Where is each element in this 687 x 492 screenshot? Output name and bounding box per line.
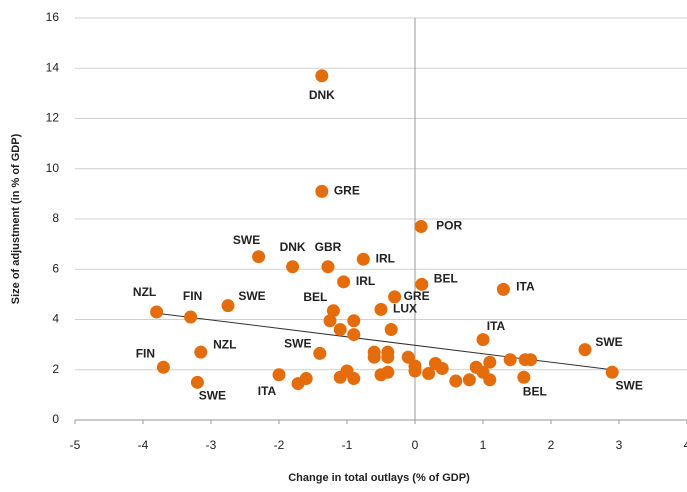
point-label: NZL (133, 285, 156, 299)
point-label: GBR (315, 240, 342, 254)
point-label: BEL (523, 384, 547, 398)
point-label: ITA (516, 280, 535, 294)
point-label: SWE (233, 233, 260, 247)
x-tick-label: -5 (70, 438, 81, 452)
y-tick-label: 14 (46, 60, 60, 74)
point (190, 375, 204, 389)
point (483, 373, 497, 387)
x-tick-label: -1 (342, 438, 353, 452)
point (326, 304, 340, 318)
point-label: SWE (199, 388, 226, 402)
point (408, 364, 422, 378)
point (321, 260, 335, 274)
point (367, 350, 381, 364)
point (384, 323, 398, 337)
point (476, 333, 490, 347)
point (315, 69, 329, 83)
x-axis-title: Change in total outlays (% of GDP) (288, 472, 470, 484)
point (323, 314, 337, 328)
point (483, 355, 497, 369)
point-label: IRL (356, 274, 375, 288)
point (449, 374, 463, 388)
point-label: DNK (309, 88, 335, 102)
point (524, 353, 538, 367)
x-tick-label: 2 (548, 438, 555, 452)
x-tick-label: 1 (480, 438, 487, 452)
y-tick-label: 10 (46, 161, 60, 175)
point (184, 310, 198, 324)
point (347, 314, 361, 328)
point (517, 370, 531, 384)
point-label: SWE (284, 337, 311, 351)
point-label: FIN (136, 346, 155, 360)
x-tick-label: -4 (138, 438, 149, 452)
point (156, 360, 170, 374)
point-label: LUX (393, 302, 417, 316)
x-tick-label: -2 (274, 438, 285, 452)
point-label: SWE (238, 289, 265, 303)
point (503, 353, 517, 367)
x-tick-label: -3 (206, 438, 217, 452)
y-tick-label: 2 (52, 362, 59, 376)
point (605, 365, 619, 379)
point (381, 365, 395, 379)
point (194, 345, 208, 359)
point-label: ITA (487, 319, 506, 333)
point-label: SWE (616, 378, 643, 392)
point (422, 367, 436, 381)
point-label: DNK (280, 240, 306, 254)
point (374, 302, 388, 316)
y-tick-label: 8 (52, 211, 59, 225)
y-tick-label: 6 (52, 261, 59, 275)
x-tick-label: 3 (616, 438, 623, 452)
y-tick-label: 16 (46, 10, 60, 24)
y-tick-label: 0 (52, 412, 59, 426)
point-label: POR (436, 219, 462, 233)
point-label: ITA (258, 384, 277, 398)
x-tick-label: 4 (684, 438, 687, 452)
x-tick-label: 0 (412, 438, 419, 452)
point (578, 343, 592, 357)
point (347, 328, 361, 342)
point (435, 361, 449, 375)
point (299, 372, 313, 386)
point (333, 323, 347, 337)
point-label: SWE (595, 335, 622, 349)
point (252, 250, 266, 264)
y-tick-label: 12 (46, 111, 60, 125)
point-label: IRL (376, 251, 395, 265)
point (462, 373, 476, 387)
point (415, 277, 429, 291)
point (315, 184, 329, 198)
point (150, 305, 164, 319)
y-tick-label: 4 (52, 312, 59, 326)
point (221, 299, 235, 313)
point (401, 350, 415, 364)
point (356, 252, 370, 266)
point (496, 282, 510, 296)
point-label: NZL (213, 337, 236, 351)
point (337, 275, 351, 289)
point-label: BEL (303, 290, 327, 304)
point (381, 350, 395, 364)
point-label: BEL (434, 271, 458, 285)
point-label: GRE (334, 184, 360, 198)
point-label: FIN (183, 289, 202, 303)
point (286, 260, 300, 274)
point (272, 368, 286, 382)
point (313, 346, 327, 360)
point (388, 290, 402, 304)
point-label: GRE (404, 289, 430, 303)
point (414, 220, 428, 234)
y-axis-title: Size of adjustment (in % of GDP) (10, 133, 22, 304)
point (347, 372, 361, 386)
